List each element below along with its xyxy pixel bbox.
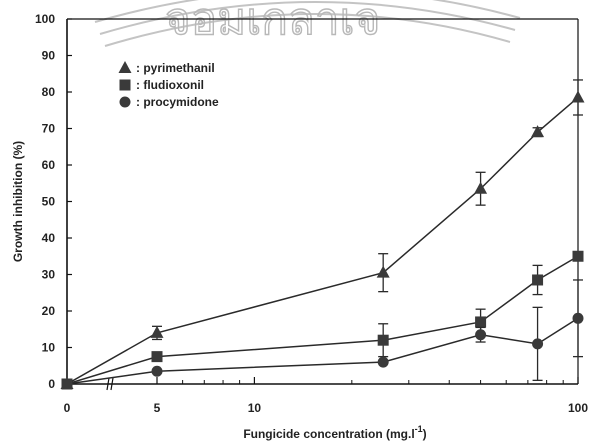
y-tick-label: 50 [42,195,56,209]
x-axis-title-superscript: -1 [415,424,423,434]
data-point-triangle [150,325,164,338]
y-tick-label: 80 [42,85,56,99]
y-tick-label: 10 [42,341,56,355]
data-point-circle [532,338,544,350]
series-triangle [60,79,585,389]
x-axis-title: Fungicide concentration (mg.l-1) [243,424,426,441]
legend-label: : procymidone [136,95,219,109]
data-point-square [377,334,389,346]
x-tick-label: 10 [248,401,262,415]
watermark-text: จอมเกลาเจ [165,0,380,45]
data-point-circle [475,329,487,341]
data-point-square [475,316,487,328]
axis-break-mark [106,377,110,391]
series-line [66,255,579,385]
data-point-square [572,250,584,262]
y-tick-label: 0 [48,377,55,391]
data-point-circle [572,312,584,324]
y-tick-label: 90 [42,49,56,63]
series-square [61,250,584,390]
x-tick-label: 5 [154,401,161,415]
legend: : pyrimethanil : fludioxonil : procymidone [118,61,219,109]
y-axis-title: Growth inhibition (%) [11,141,25,262]
axis-break-mark [110,377,114,391]
data-point-circle [151,365,163,377]
data-point-square [532,274,544,286]
y-tick-label: 70 [42,122,56,136]
tick-marks: 0 10 20 30 40 50 60 70 80 90 100 0 5 10 100 [35,12,588,415]
data-point-triangle [531,125,545,138]
x-tick-label: 0 [64,401,71,415]
series-line [66,96,579,385]
watermark: จอมเกลาเจ [94,0,521,47]
legend-label: : fludioxonil [136,78,204,92]
data-point-circle [61,378,73,390]
series-layer [60,79,585,390]
legend-circle-icon [119,96,131,108]
series-line [66,317,579,385]
y-tick-label: 100 [35,12,55,26]
legend-triangle-icon [118,61,132,73]
x-axis-title-main: Fungicide concentration (mg.l [243,427,414,441]
data-point-triangle [571,90,585,103]
data-point-square [151,351,163,363]
y-tick-label: 40 [42,231,56,245]
data-point-circle [377,356,389,368]
series-circle [61,279,584,390]
y-tick-label: 30 [42,268,56,282]
y-tick-label: 60 [42,158,56,172]
y-tick-label: 20 [42,304,56,318]
x-axis-title-close: ) [423,427,427,441]
legend-label: : pyrimethanil [136,61,215,75]
data-point-triangle [376,265,390,278]
legend-square-icon [119,79,131,91]
data-point-triangle [474,181,488,194]
x-tick-label: 100 [568,401,588,415]
